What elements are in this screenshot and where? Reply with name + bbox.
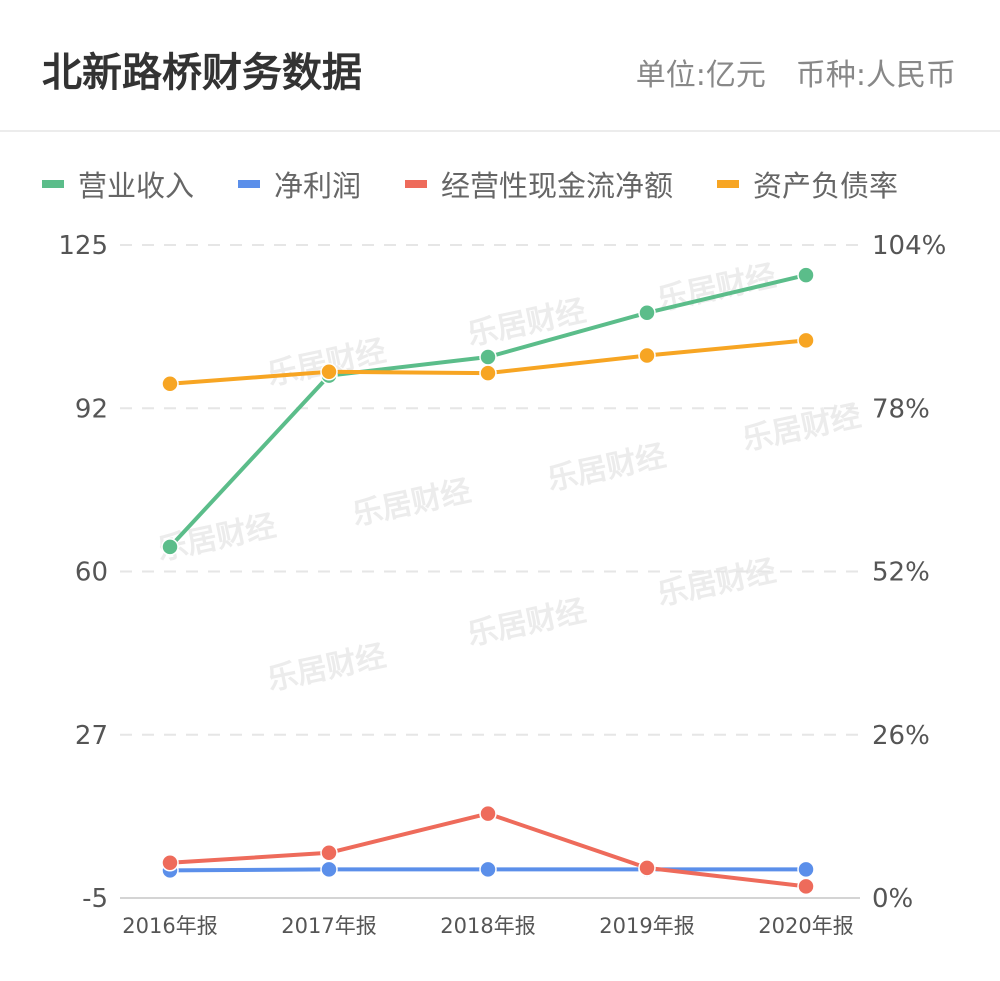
legend-label-operating-cash-flow: 经营性现金流净额	[441, 169, 674, 203]
data-point	[320, 844, 338, 862]
x-tick-label: 2019年报	[599, 914, 694, 938]
unit-label: 单位:亿元	[635, 58, 766, 93]
data-point	[479, 804, 497, 823]
watermark-text: 乐居财经	[654, 259, 779, 318]
x-tick-label: 2018年报	[440, 914, 535, 938]
data-point	[638, 859, 656, 877]
data-point	[797, 860, 815, 879]
watermark-text: 乐居财经	[154, 509, 279, 568]
watermark-text: 乐居财经	[464, 294, 589, 353]
watermark-text: 乐居财经	[264, 639, 389, 698]
data-point	[797, 266, 815, 284]
y-left-tick-label: 27	[75, 721, 108, 751]
data-point	[320, 363, 338, 381]
y-left-tick-label: -5	[82, 884, 108, 914]
currency-label: 币种:人民币	[795, 58, 956, 93]
y-left-tick-label: 92	[75, 394, 108, 424]
y-right-tick-label: 104%	[872, 231, 946, 261]
data-point	[161, 375, 179, 393]
y-right-tick-label: 26%	[872, 721, 930, 751]
legend-item-operating-cash-flow[interactable]: 经营性现金流净额	[405, 163, 673, 205]
data-point	[320, 860, 338, 879]
legend-label-debt-ratio: 资产负债率	[753, 169, 899, 203]
data-point	[638, 346, 656, 365]
data-point	[479, 860, 497, 879]
x-tick-label: 2016年报	[122, 914, 217, 938]
legend-item-revenue[interactable]: 营业收入	[42, 163, 194, 205]
legend-item-net-profit[interactable]: 净利润	[238, 163, 361, 205]
legend-label-revenue: 营业收入	[78, 169, 195, 203]
x-tick-label: 2020年报	[758, 914, 853, 938]
legend-label-net-profit: 净利润	[274, 169, 362, 203]
data-point	[797, 877, 815, 896]
y-right-tick-label: 0%	[872, 884, 913, 914]
data-point	[161, 854, 179, 872]
header: 北新路桥财务数据 单位:亿元 币种:人民币	[0, 0, 1000, 132]
watermark-text: 乐居财经	[464, 594, 589, 653]
y-right-tick-label: 52%	[872, 558, 930, 588]
legend-swatch-operating-cash-flow	[405, 180, 428, 188]
watermark-text: 乐居财经	[654, 554, 779, 613]
legend-swatch-net-profit	[238, 180, 261, 188]
legend-swatch-debt-ratio	[717, 180, 740, 188]
legend-item-debt-ratio[interactable]: 资产负债率	[717, 163, 898, 205]
chart-legend: 营业收入 净利润 经营性现金流净额 资产负债率	[42, 162, 898, 206]
data-point	[161, 538, 179, 556]
data-point	[479, 364, 497, 382]
legend-swatch-revenue	[42, 180, 64, 188]
data-point	[797, 331, 815, 350]
page-title: 北新路桥财务数据	[42, 50, 362, 96]
y-right-tick-label: 78%	[872, 394, 930, 424]
y-left-tick-label: 60	[75, 558, 108, 588]
data-point	[479, 348, 497, 366]
unit-info: 单位:亿元 币种:人民币	[636, 50, 956, 94]
watermark-text: 乐居财经	[349, 474, 474, 533]
y-left-tick-label: 125	[58, 231, 108, 261]
watermark-text: 乐居财经	[544, 439, 669, 498]
x-tick-label: 2017年报	[281, 914, 376, 938]
data-point	[638, 304, 656, 322]
